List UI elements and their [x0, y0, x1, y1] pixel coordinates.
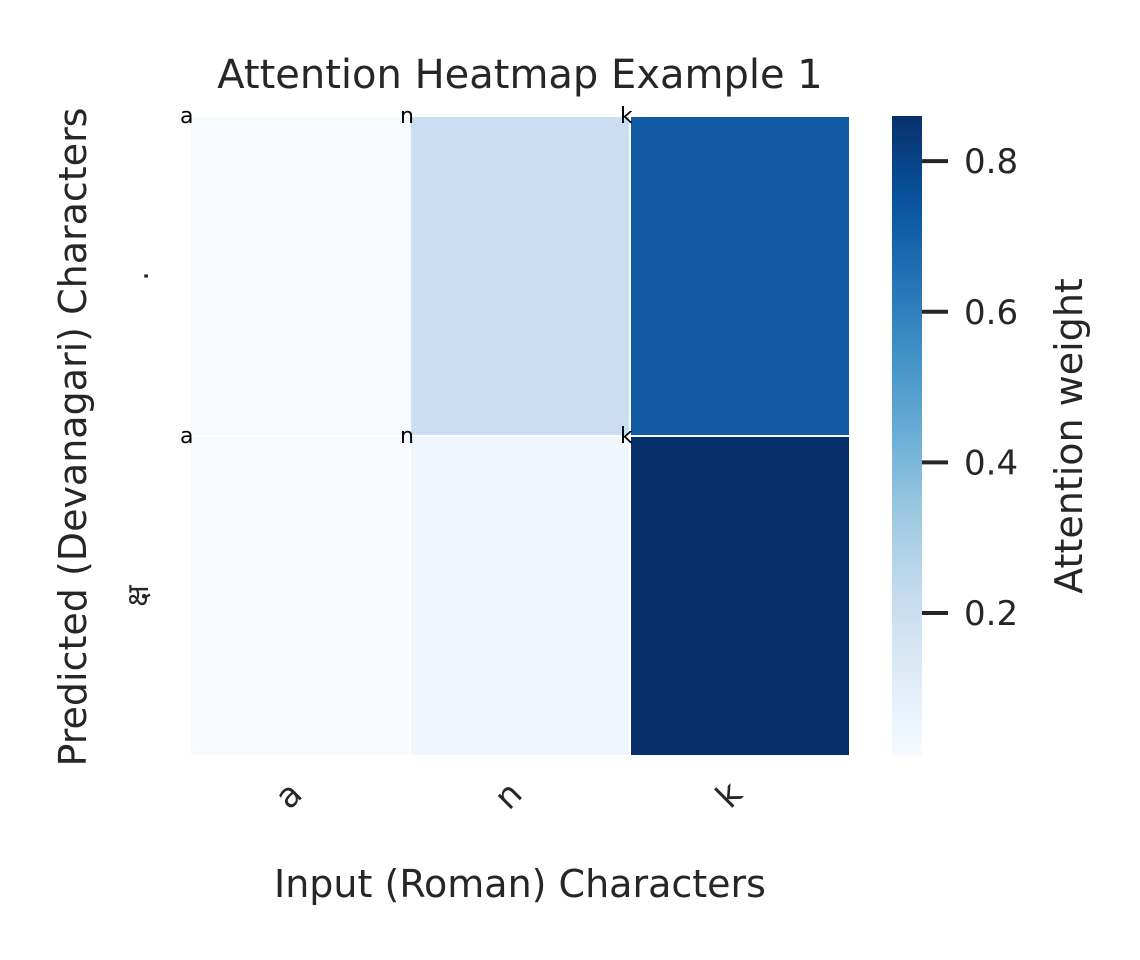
- x-tick-label: k: [708, 774, 750, 816]
- colorbar-label: Attention weight: [1047, 278, 1091, 594]
- heatmap-cell: [629, 435, 851, 757]
- heatmap-cell: [189, 115, 411, 437]
- heatmap-cells: [189, 115, 851, 757]
- chart-title: Attention Heatmap Example 1: [217, 52, 823, 98]
- heatmap-cell: [409, 435, 631, 757]
- colorbar-tick-label: 0.6: [964, 293, 1018, 333]
- colorbar-ticks: 0.2 0.4 0.6 0.8: [922, 142, 1018, 634]
- heatmap-cell: [409, 115, 631, 437]
- y-tick-label: .: [121, 271, 156, 281]
- heatmap-cell: [629, 115, 851, 437]
- y-tick-label: क्ष: [121, 585, 156, 607]
- x-tick-label: n: [487, 774, 531, 818]
- y-axis-label: Predicted (Devanagari) Characters: [51, 108, 95, 767]
- cell-annotation: n: [400, 424, 414, 449]
- cell-annotation: n: [400, 104, 414, 129]
- x-axis-label: Input (Roman) Characters: [274, 862, 766, 906]
- colorbar-tick-label: 0.8: [964, 142, 1018, 182]
- colorbar: [892, 116, 922, 756]
- cell-annotation: a: [180, 424, 193, 449]
- heatmap-cell: [189, 435, 411, 757]
- colorbar-tick-label: 0.4: [964, 443, 1018, 483]
- cell-annotation: a: [180, 104, 193, 129]
- y-tick-labels: . क्ष: [121, 271, 156, 607]
- cell-annotation: k: [620, 104, 633, 129]
- colorbar-tick-label: 0.2: [964, 594, 1018, 634]
- cell-annotation: k: [620, 424, 633, 449]
- x-tick-label: a: [267, 774, 310, 817]
- cell-annotations: a n k a n k: [180, 104, 633, 449]
